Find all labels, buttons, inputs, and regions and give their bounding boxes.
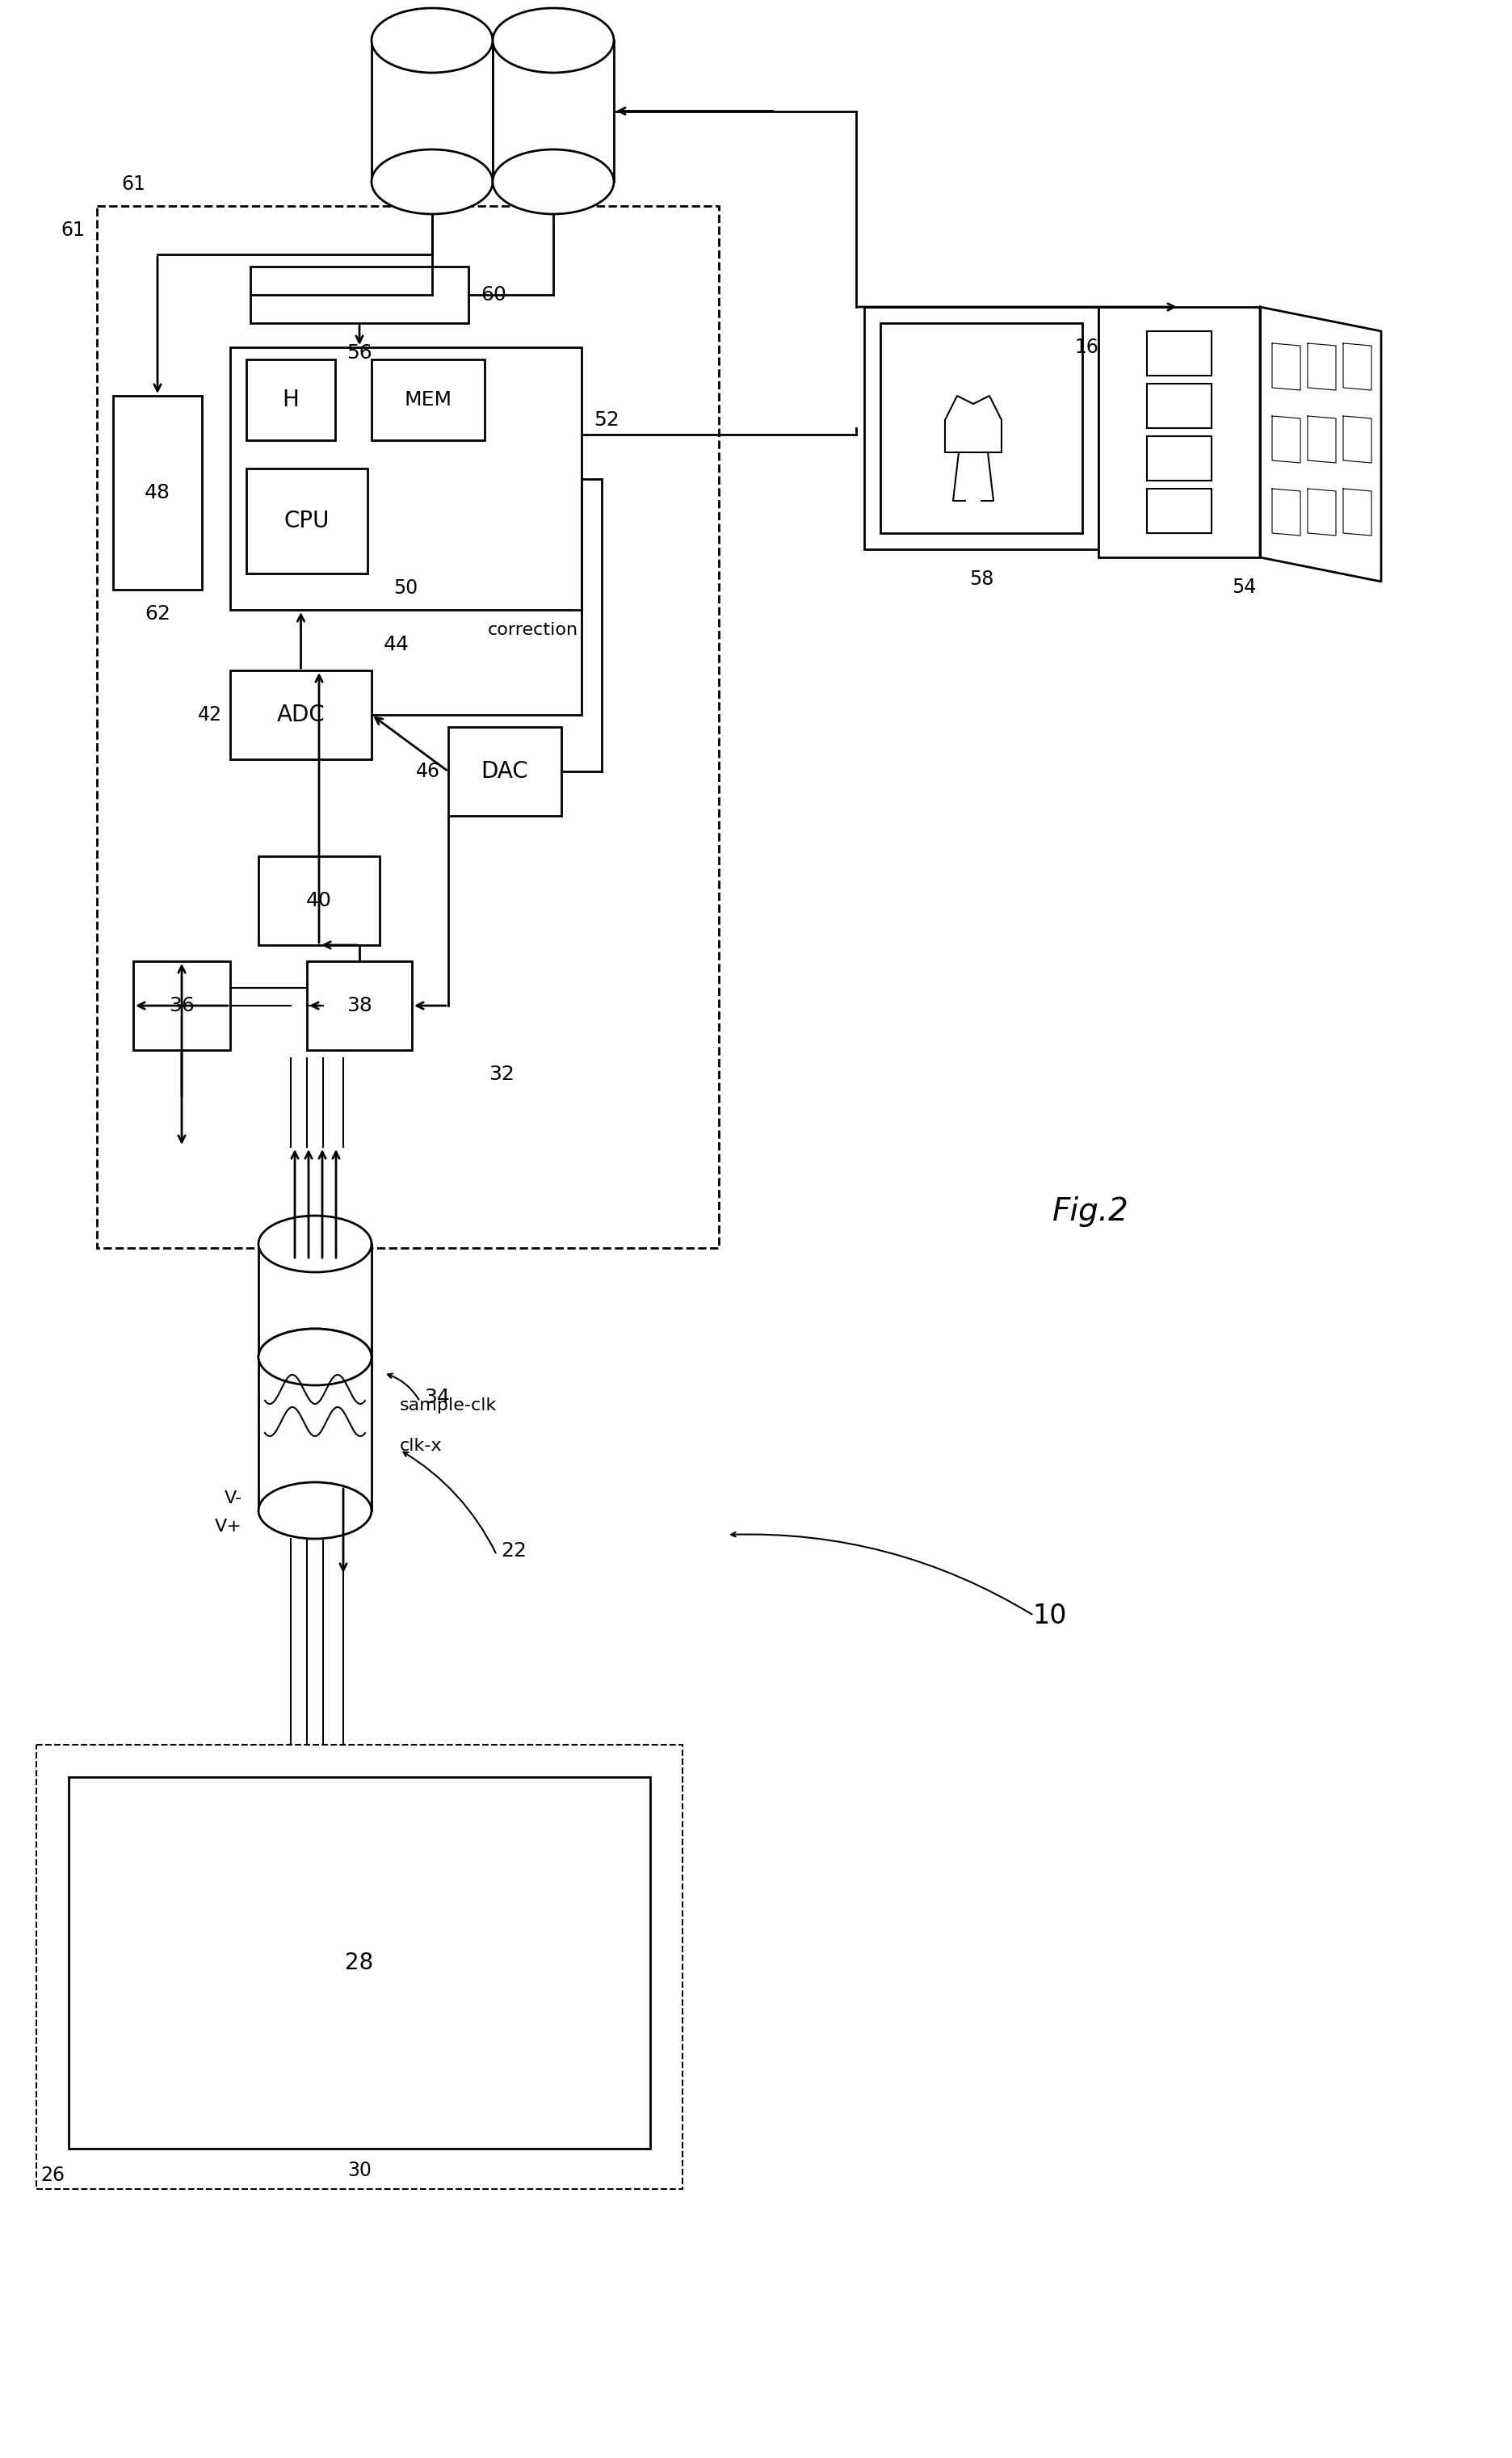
Text: 58: 58 [969,570,993,590]
Text: 60: 60 [481,285,507,305]
Bar [246,469,367,573]
Text: 61: 61 [121,175,145,194]
Text: 42: 42 [198,705,222,725]
Bar [1148,383,1211,428]
Text: 28: 28 [345,1952,373,1974]
Text: 46: 46 [416,762,440,782]
Text: DAC: DAC [481,760,529,782]
Ellipse shape [493,150,614,214]
Bar [307,961,411,1050]
Ellipse shape [259,1217,372,1273]
Text: 40: 40 [305,890,333,909]
Text: 22: 22 [500,1541,526,1561]
Bar [246,359,336,440]
Ellipse shape [259,1330,372,1386]
Text: 30: 30 [348,2161,372,2180]
Text: 62: 62 [145,605,171,624]
Text: 44: 44 [384,634,410,654]
Bar [68,1777,650,2148]
Bar [1098,307,1259,558]
Bar [259,855,380,944]
Text: H: H [283,388,299,410]
Text: 26: 26 [41,2165,65,2185]
Text: V-: V- [224,1490,242,1507]
Bar [259,1244,372,1357]
Text: V+: V+ [215,1519,242,1534]
Ellipse shape [259,1482,372,1539]
Bar [372,39,493,182]
Text: 36: 36 [169,995,195,1015]
Text: 32: 32 [488,1064,514,1084]
Text: Fig.2: Fig.2 [1052,1197,1128,1227]
Bar [1148,435,1211,482]
Text: clk-x: clk-x [399,1438,443,1455]
Bar [1148,332,1211,376]
Bar [372,359,485,440]
Bar [259,1357,372,1512]
Text: 48: 48 [145,484,171,501]
Polygon shape [945,396,1001,452]
Text: MEM: MEM [404,391,452,410]
Text: 61: 61 [60,221,85,241]
Ellipse shape [372,150,493,214]
Text: 56: 56 [346,344,372,364]
Text: 54: 54 [1232,578,1256,597]
Bar [133,961,230,1050]
Bar [230,347,582,610]
Text: 50: 50 [393,578,419,597]
Text: 34: 34 [423,1389,449,1406]
Text: sample-clk: sample-clk [399,1399,497,1413]
Text: correction: correction [488,622,579,639]
Ellipse shape [372,7,493,74]
Text: 52: 52 [594,410,620,430]
Text: CPU: CPU [284,509,330,533]
Bar [880,322,1083,533]
Bar [448,728,561,816]
Ellipse shape [259,1330,372,1386]
Bar [1148,489,1211,533]
Text: 16: 16 [1074,337,1098,356]
Ellipse shape [493,7,614,74]
Bar [113,396,203,590]
Bar [251,265,469,322]
Bar [36,1745,682,2190]
Text: ADC: ADC [277,703,325,725]
Text: 10: 10 [1033,1603,1067,1630]
Bar [230,671,372,760]
Bar [865,307,1098,548]
Text: 38: 38 [346,995,372,1015]
Bar [97,206,718,1249]
Bar [493,39,614,182]
